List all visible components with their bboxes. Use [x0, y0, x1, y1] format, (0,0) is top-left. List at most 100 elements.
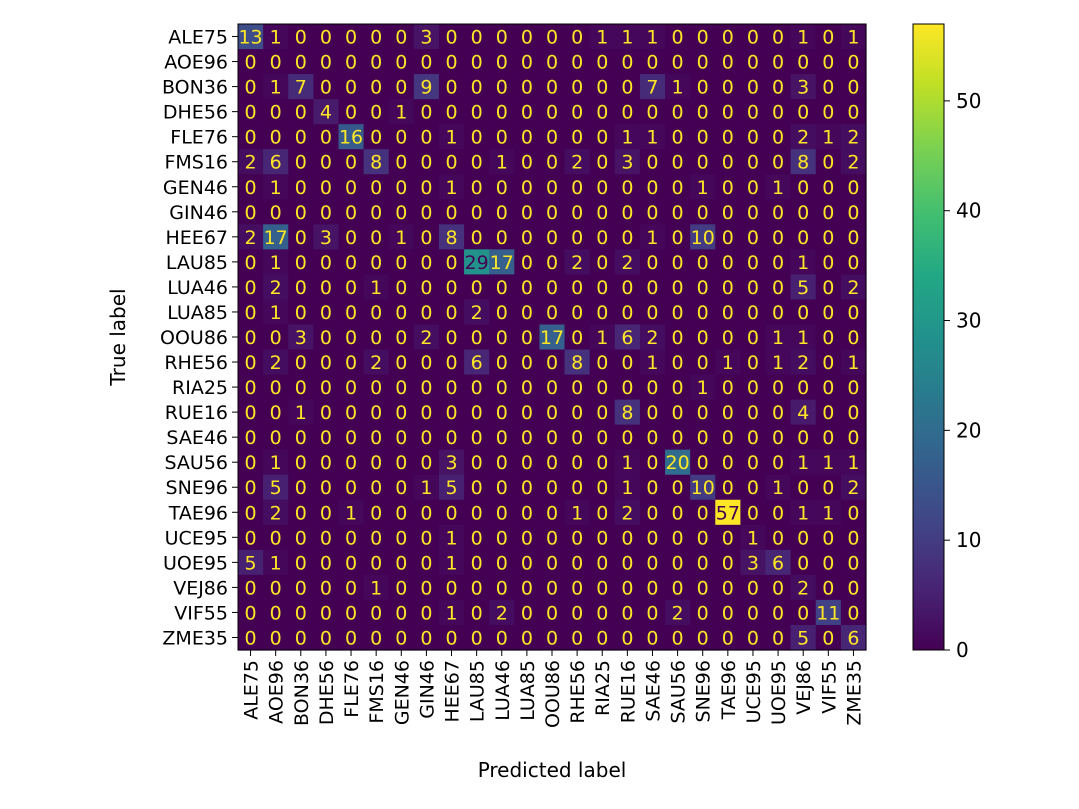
- matrix-cell: [639, 74, 666, 100]
- matrix-cell-value: 0: [420, 627, 432, 649]
- matrix-cell-value: 0: [445, 77, 457, 99]
- matrix-cell: [238, 224, 264, 250]
- matrix-cell-value: 0: [345, 302, 357, 324]
- matrix-cell-value: 0: [245, 477, 257, 499]
- colorbar-tick-label: 30: [956, 309, 981, 333]
- matrix-cell: [740, 299, 767, 326]
- matrix-cell-value: 0: [847, 402, 859, 424]
- matrix-cell: [665, 299, 691, 326]
- matrix-cell-value: 0: [245, 627, 257, 649]
- matrix-cell: [665, 574, 691, 601]
- matrix-cell-value: 0: [571, 302, 583, 324]
- matrix-cell-value: 0: [445, 277, 457, 299]
- matrix-cell: [564, 524, 591, 551]
- matrix-cell-value: 0: [245, 402, 257, 424]
- matrix-cell-value: 0: [822, 302, 834, 324]
- matrix-cell-value: 6: [847, 627, 859, 649]
- matrix-cell: [464, 224, 490, 250]
- matrix-cell: [614, 74, 641, 100]
- matrix-cell-value: 0: [797, 602, 809, 624]
- x-tick-label: UCE95: [743, 660, 765, 723]
- matrix-cell: [815, 49, 842, 75]
- matrix-cell-value: 1: [621, 127, 633, 149]
- matrix-cell: [363, 224, 390, 250]
- matrix-cell: [313, 524, 340, 551]
- matrix-cell: [514, 174, 541, 200]
- x-tick-label: DHE56: [316, 660, 338, 725]
- matrix-cell-value: 0: [596, 277, 608, 299]
- matrix-cell-value: 0: [245, 602, 257, 624]
- matrix-cell: [690, 624, 716, 651]
- matrix-cell: [639, 599, 666, 626]
- matrix-cell-value: 0: [822, 177, 834, 199]
- matrix-cell-value: 0: [747, 327, 759, 349]
- matrix-cell: [589, 599, 616, 626]
- matrix-cell-value: 0: [772, 152, 784, 174]
- matrix-cell: [539, 349, 566, 376]
- matrix-cell: [338, 124, 365, 150]
- matrix-cell-value: 9: [420, 77, 432, 99]
- matrix-cell: [489, 249, 515, 275]
- matrix-cell: [288, 349, 314, 376]
- matrix-cell-value: 0: [420, 277, 432, 299]
- matrix-cell-value: 0: [672, 427, 684, 449]
- matrix-cell: [539, 274, 566, 301]
- matrix-cell: [388, 324, 415, 351]
- matrix-cell: [690, 549, 716, 576]
- matrix-cell: [815, 449, 842, 476]
- matrix-cell-value: 0: [672, 177, 684, 199]
- matrix-cell-value: 3: [747, 552, 759, 574]
- matrix-cell: [765, 599, 792, 626]
- matrix-cell-value: 0: [320, 277, 332, 299]
- matrix-cell-value: 1: [646, 127, 658, 149]
- matrix-cell-value: 2: [245, 152, 257, 174]
- matrix-cell-value: 1: [270, 552, 282, 574]
- matrix-cell: [238, 349, 264, 376]
- matrix-cell: [413, 399, 440, 426]
- matrix-cell: [639, 499, 666, 526]
- matrix-cell-value: 0: [596, 352, 608, 374]
- matrix-cell-value: 0: [546, 252, 558, 274]
- matrix-cell-value: 0: [320, 452, 332, 474]
- matrix-cell-value: 0: [370, 627, 382, 649]
- matrix-cell-value: 13: [238, 27, 262, 49]
- matrix-cell-value: 4: [797, 402, 809, 424]
- x-tick-label: GEN46: [391, 660, 413, 725]
- matrix-cell: [288, 149, 314, 175]
- matrix-cell: [388, 249, 415, 275]
- matrix-cell-value: 0: [596, 52, 608, 74]
- matrix-cell-value: 0: [847, 252, 859, 274]
- matrix-cell: [589, 499, 616, 526]
- matrix-cell-value: 0: [621, 202, 633, 224]
- matrix-cell-value: 0: [370, 477, 382, 499]
- matrix-cell: [438, 99, 465, 125]
- matrix-cell: [765, 74, 792, 100]
- matrix-cell: [313, 124, 340, 150]
- matrix-cell-value: 0: [370, 302, 382, 324]
- matrix-cell-value: 0: [847, 302, 859, 324]
- matrix-cell-value: 0: [596, 302, 608, 324]
- matrix-cell-value: 0: [797, 227, 809, 249]
- matrix-cell: [288, 574, 314, 601]
- matrix-cell: [690, 149, 716, 175]
- matrix-cell: [388, 174, 415, 200]
- matrix-cell: [790, 299, 817, 326]
- matrix-cell: [263, 124, 289, 150]
- matrix-cell-value: 0: [270, 377, 282, 399]
- matrix-cell-value: 0: [847, 52, 859, 74]
- matrix-cell-value: 0: [245, 427, 257, 449]
- matrix-cell: [263, 324, 289, 351]
- matrix-cell-value: 0: [697, 127, 709, 149]
- matrix-cell-value: 0: [295, 502, 307, 524]
- matrix-cell: [514, 499, 541, 526]
- matrix-cell-value: 0: [445, 377, 457, 399]
- matrix-cell-value: 0: [420, 427, 432, 449]
- matrix-cell: [263, 474, 289, 501]
- matrix-cell: [238, 474, 264, 501]
- matrix-cell: [263, 49, 289, 75]
- matrix-cell: [614, 174, 641, 200]
- matrix-cell-value: 0: [295, 52, 307, 74]
- matrix-cell-value: 0: [521, 527, 533, 549]
- matrix-cell-value: 0: [245, 302, 257, 324]
- matrix-cell: [288, 174, 314, 200]
